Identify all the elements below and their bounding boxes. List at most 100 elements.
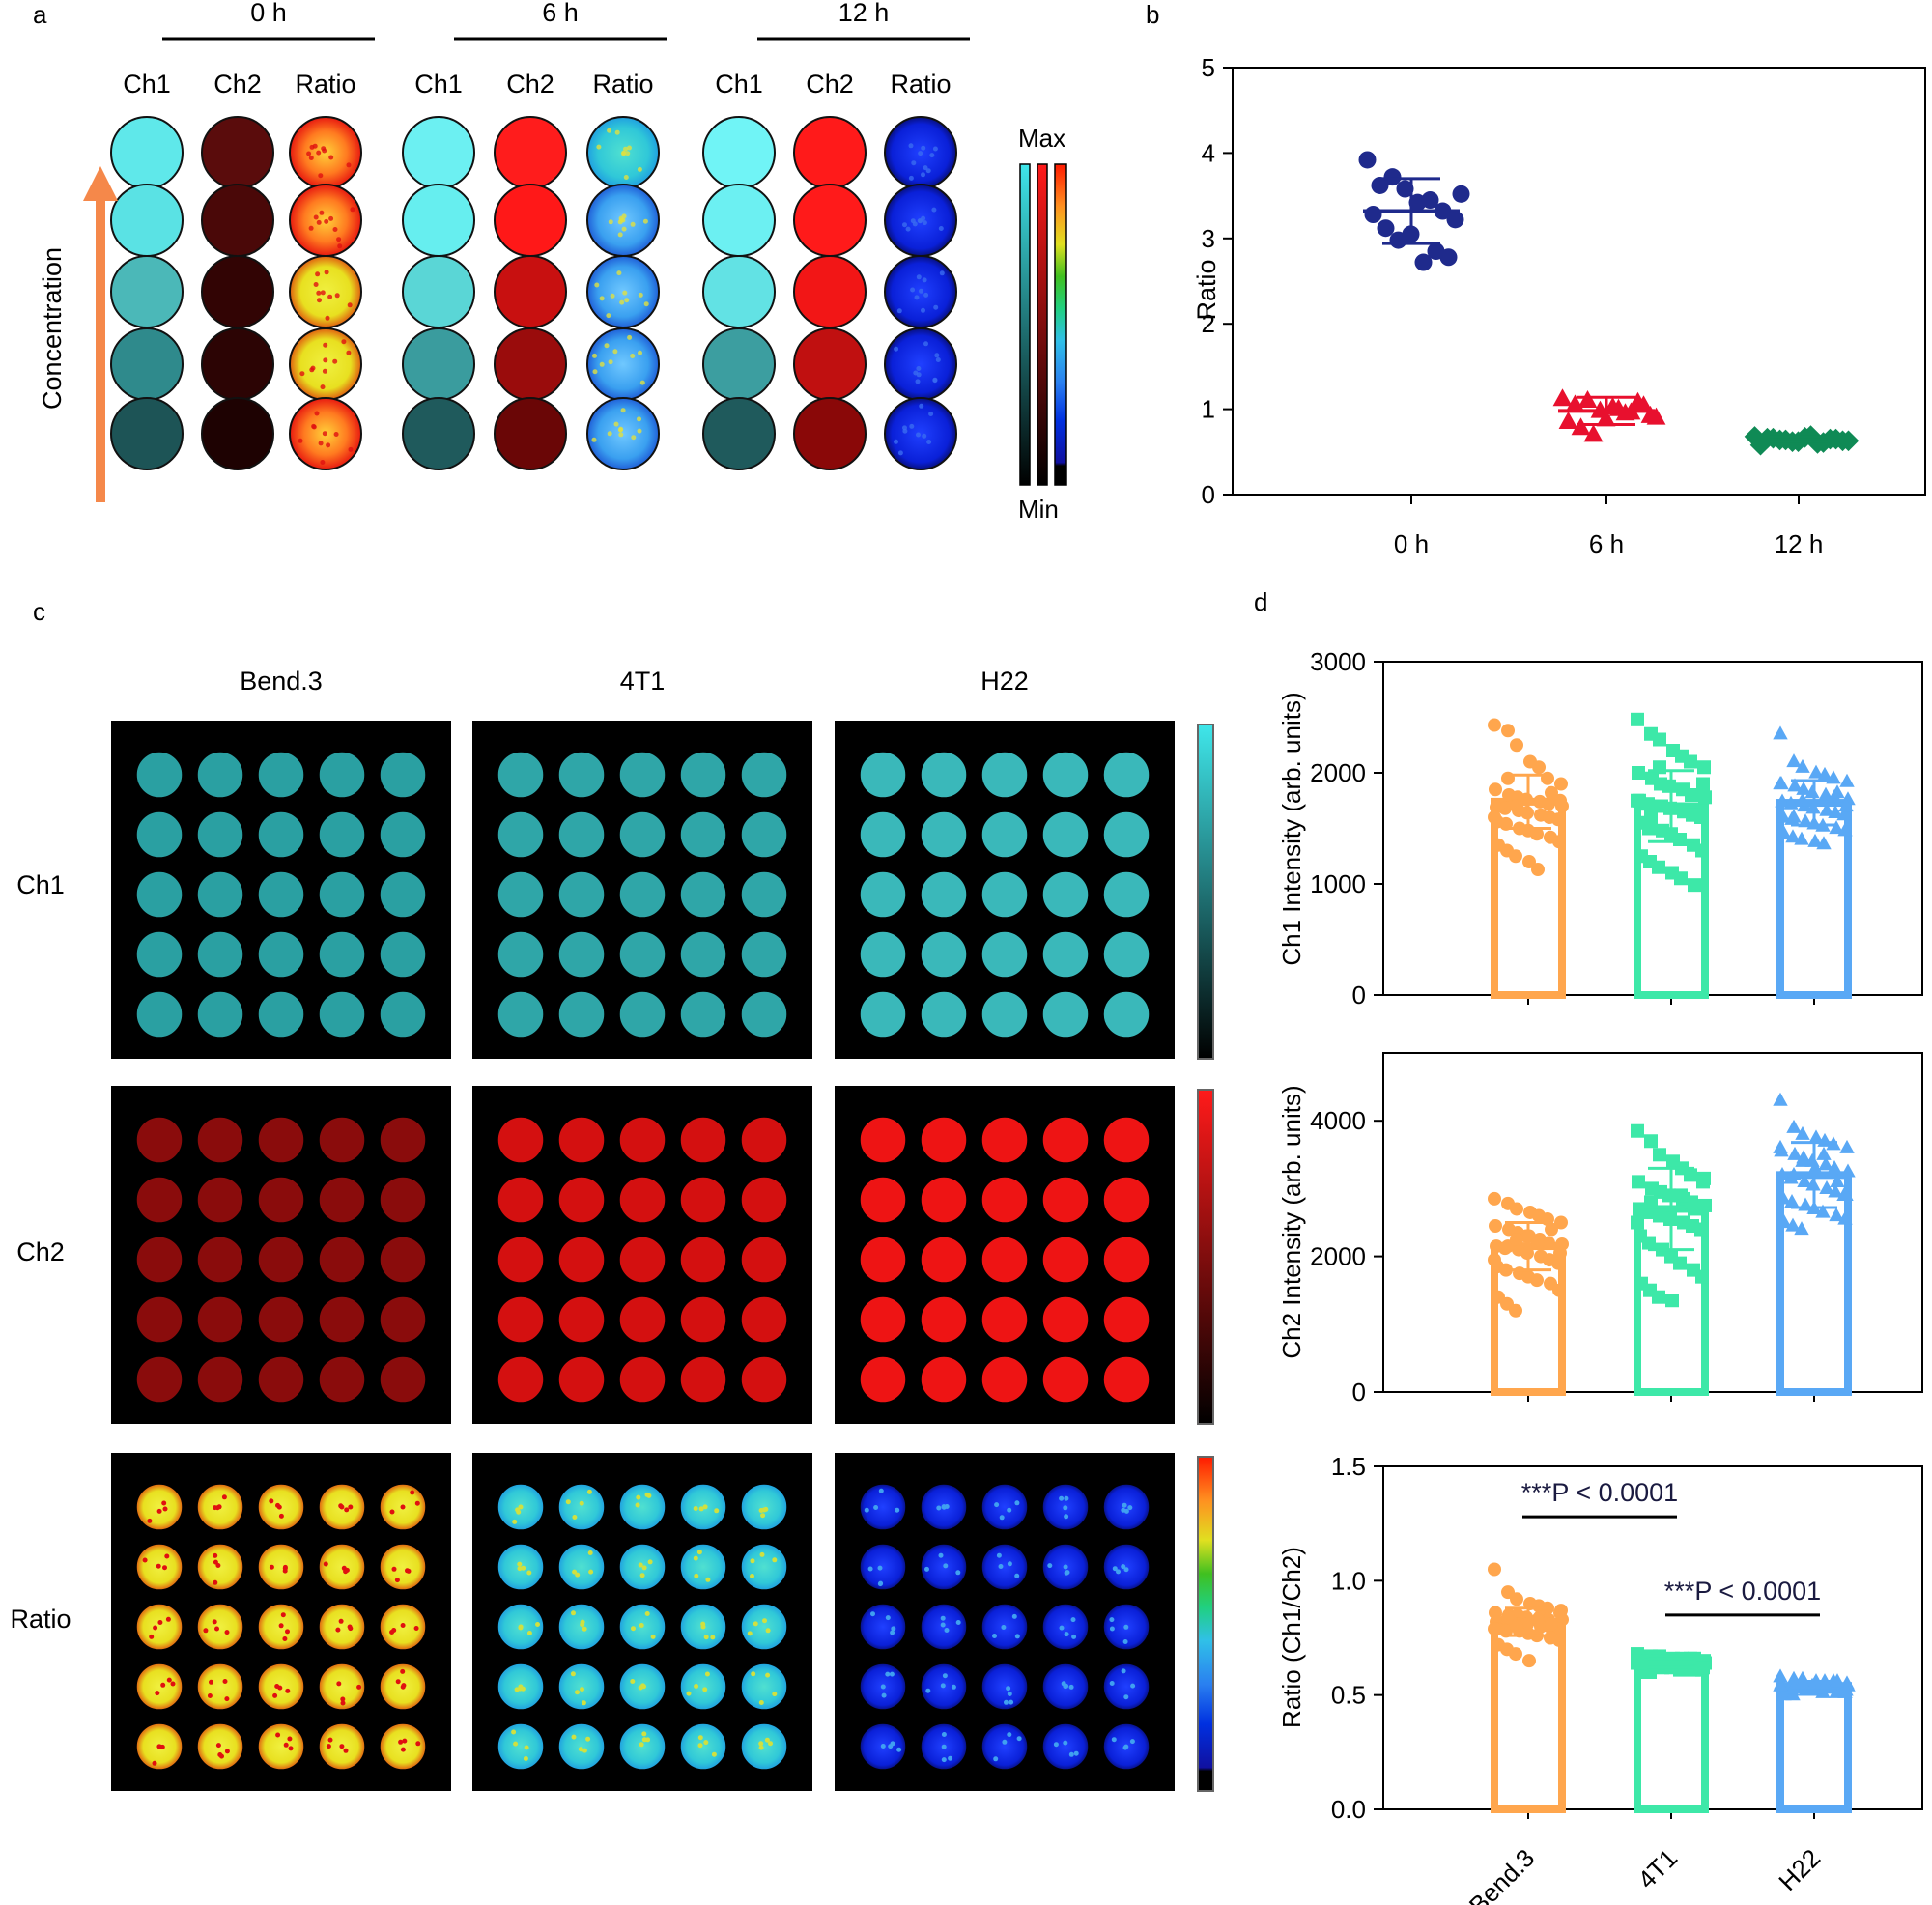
- plate-well: [859, 930, 907, 979]
- plate-well: [618, 1355, 667, 1404]
- plate-well-speck: [1130, 1683, 1136, 1689]
- plate-well-speck: [1129, 1739, 1135, 1745]
- well-a-speck: [348, 446, 354, 452]
- chart-d1-point: [1773, 725, 1788, 740]
- chart-d1-point: [1836, 807, 1852, 821]
- chart-d2-point: [1488, 1191, 1501, 1206]
- plate-well: [196, 930, 244, 979]
- well-a-speck: [897, 450, 903, 456]
- well-a-speck: [324, 270, 329, 275]
- plate-well-speck: [400, 1668, 406, 1674]
- plate-well: [740, 990, 788, 1038]
- well-a-speck: [923, 165, 928, 171]
- plate-well-speck: [1121, 1564, 1126, 1570]
- chart-d2-point: [1694, 1222, 1708, 1237]
- well-a-2-1-2: [793, 255, 867, 328]
- chart-d2-point: [1818, 1156, 1833, 1171]
- plate-well-speck: [710, 1635, 716, 1640]
- plate-well-speck: [161, 1500, 167, 1506]
- chart-d3-point: [1631, 1656, 1644, 1670]
- well-a-0-0-4: [110, 397, 184, 470]
- chart-d3-sig-label: ***P < 0.0001: [1521, 1478, 1678, 1507]
- plate-well: [318, 1543, 366, 1591]
- plate-row-label-0: Ch1: [16, 870, 65, 899]
- plate-well: [379, 1543, 427, 1591]
- plate-well-speck: [941, 1732, 947, 1737]
- plate-well: [679, 990, 727, 1038]
- plate-well-speck: [521, 1565, 526, 1571]
- plate-well: [557, 1295, 606, 1344]
- well-a-speck: [922, 433, 927, 439]
- plate-well-speck: [209, 1679, 213, 1685]
- well-a-speck: [630, 221, 636, 227]
- plate-well: [257, 751, 305, 799]
- plate-well: [318, 1355, 366, 1404]
- chart-d1-point: [1510, 799, 1523, 813]
- plate-well: [679, 930, 727, 979]
- chart-d1-point: [1498, 801, 1512, 815]
- well-a-speck: [896, 308, 902, 314]
- plate-well-speck: [147, 1518, 153, 1523]
- well-a-speck: [627, 145, 632, 151]
- well-a-speck: [298, 438, 303, 443]
- plate-well: [557, 1236, 606, 1284]
- well-a-speck: [350, 207, 355, 213]
- plate-well: [196, 1543, 244, 1591]
- plate-well: [379, 1236, 427, 1284]
- plate-well: [920, 990, 968, 1038]
- plate-well-speck: [156, 1563, 161, 1569]
- well-a-0-2-3: [289, 327, 362, 401]
- plate-well-speck: [215, 1743, 221, 1749]
- well-a-2-2-4: [884, 397, 957, 470]
- plate-well: [1041, 751, 1090, 799]
- plate-well-speck: [639, 1623, 644, 1628]
- chart-d2-point: [1674, 1188, 1688, 1203]
- plate-well-speck: [142, 1557, 148, 1563]
- colorbar-ratio: [1054, 163, 1067, 486]
- channel-label-2-2: Ratio: [890, 70, 951, 99]
- well-a-speck: [638, 292, 643, 298]
- chart-d2-point: [1830, 1173, 1845, 1187]
- plate-well-speck: [288, 1746, 294, 1751]
- plate-well: [379, 751, 427, 799]
- well-a-1-1-4: [494, 397, 567, 470]
- panel-c: c Bend.3 4T1 H22 Ch1 Ch2 Ratio: [10, 597, 1214, 1792]
- plate-well-speck: [702, 1504, 708, 1510]
- chart-b-frame: [1232, 67, 1926, 496]
- plate-well: [679, 1295, 727, 1344]
- plate-well-speck: [992, 1634, 997, 1638]
- well-a-speck: [915, 379, 921, 384]
- plate-well: [740, 1295, 788, 1344]
- chart-d1-ytick-label: 1000: [1310, 869, 1366, 898]
- plate-well: [1041, 1355, 1090, 1404]
- chart-d1-point: [1632, 766, 1645, 780]
- chart-d2-point: [1530, 1273, 1544, 1288]
- well-a-speck: [918, 151, 923, 156]
- well-a-speck: [346, 162, 352, 168]
- well-a-speck: [919, 288, 923, 294]
- plate-well-speck: [885, 1671, 891, 1677]
- chart-d2-point: [1775, 1166, 1790, 1180]
- plate-well: [135, 990, 184, 1038]
- well-a-speck: [623, 146, 628, 152]
- well-a-speck: [328, 155, 334, 160]
- plate-column-label-1: 4T1: [620, 667, 666, 696]
- plate-well: [1102, 1295, 1151, 1344]
- plate-well-speck: [940, 1683, 946, 1689]
- chart-d1-point: [1807, 833, 1823, 847]
- plate-well-speck: [287, 1736, 293, 1742]
- chart-b-ytick-label: 0: [1202, 480, 1215, 509]
- plate-well-speck: [762, 1618, 767, 1624]
- plate-well: [1102, 751, 1151, 799]
- well-a-speck: [617, 232, 623, 238]
- panel-a-letter: a: [33, 0, 47, 29]
- plate-well-speck: [395, 1679, 401, 1685]
- plate-well: [1102, 1543, 1151, 1591]
- plate-well: [379, 1722, 427, 1771]
- plate-well-speck: [758, 1745, 764, 1750]
- plate-well: [980, 870, 1029, 919]
- well-a-speck: [643, 301, 649, 307]
- chart-d2-ylabel: Ch2 Intensity (arb. units): [1277, 1085, 1306, 1358]
- well-a-speck: [308, 156, 314, 160]
- plate-well-speck: [1059, 1495, 1065, 1501]
